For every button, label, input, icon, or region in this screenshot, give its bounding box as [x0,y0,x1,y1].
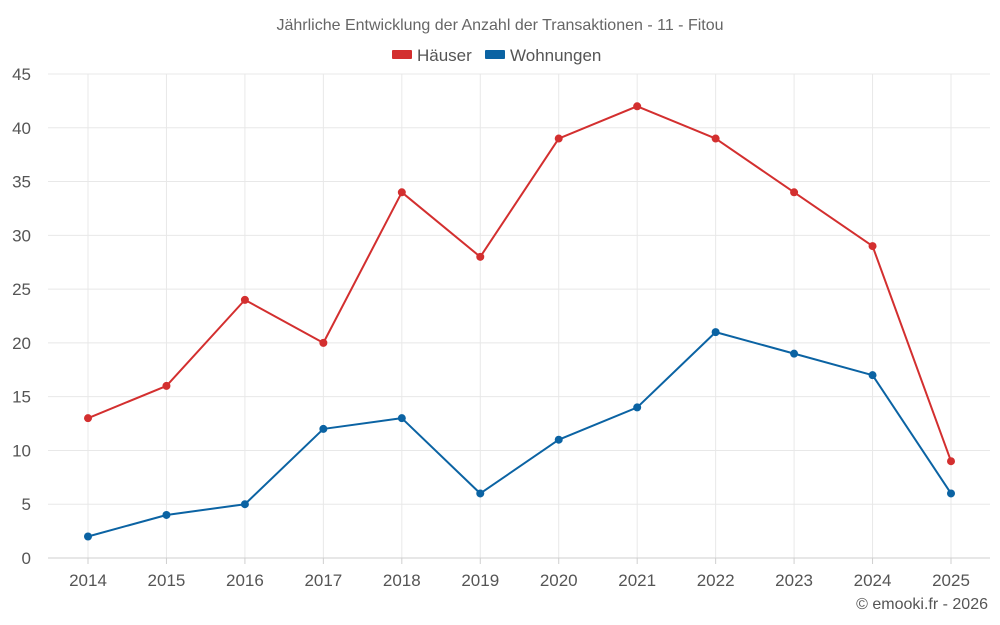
y-tick-label: 40 [12,119,31,138]
series-0-point[interactable] [711,134,720,143]
y-tick-label: 25 [12,280,31,299]
y-tick-label: 35 [12,173,31,192]
series-1-point[interactable] [162,510,171,519]
x-tick-label: 2025 [932,571,970,590]
series-1-point[interactable] [633,403,642,412]
series-0-point[interactable] [476,252,485,261]
series-0-point[interactable] [319,338,328,347]
y-tick-label: 0 [22,549,31,568]
y-tick-label: 45 [12,65,31,84]
x-tick-label: 2015 [148,571,186,590]
series-0-point[interactable] [397,188,406,197]
series-layer [84,102,955,541]
series-1-point[interactable] [554,435,563,444]
x-tick-label: 2020 [540,571,578,590]
series-1-point[interactable] [868,371,877,380]
chart-title: Jährliche Entwicklung der Anzahl der Tra… [276,17,723,34]
series-0-point[interactable] [84,414,92,423]
series-1-point[interactable] [240,500,249,509]
y-tick-label: 10 [12,441,31,460]
series-1-point[interactable] [84,532,92,541]
series-0-point[interactable] [633,102,642,111]
x-tick-label: 2018 [383,571,421,590]
y-tick-label: 5 [22,495,31,514]
series-0-point[interactable] [162,381,171,390]
legend-swatch-0 [392,50,412,59]
x-tick-label: 2022 [697,571,735,590]
y-tick-label: 30 [12,226,31,245]
series-1-point[interactable] [397,414,406,423]
x-tick-label: 2017 [304,571,342,590]
legend[interactable]: Häuser Wohnungen [392,46,601,65]
y-tick-label: 20 [12,334,31,353]
series-1-point[interactable] [790,349,799,358]
legend-label-0: Häuser [417,46,472,65]
series-0-point[interactable] [554,134,563,143]
series-0-point[interactable] [240,295,249,304]
x-tick-label: 2024 [854,571,892,590]
series-line-0 [87,105,952,463]
y-tick-label: 15 [12,388,31,407]
series-0-point[interactable] [868,242,877,251]
grid-layer [48,73,990,559]
series-1-point[interactable] [476,489,485,498]
credit-text: © emooki.fr - 2026 [856,596,988,613]
x-tick-label: 2023 [775,571,813,590]
series-1-point[interactable] [947,489,955,498]
series-1-point[interactable] [319,424,328,433]
x-tick-label: 2016 [226,571,264,590]
x-tick-label: 2021 [618,571,656,590]
legend-label-1: Wohnungen [510,46,601,65]
series-line-1 [87,331,952,538]
x-tick-label: 2014 [69,571,107,590]
legend-item-haeuser[interactable]: Häuser [392,46,472,65]
series-0-point[interactable] [790,188,799,197]
series-0-point[interactable] [947,457,955,466]
series-1-point[interactable] [711,328,720,337]
legend-swatch-1 [485,50,505,59]
legend-item-wohnungen[interactable]: Wohnungen [485,46,601,65]
x-tick-label: 2019 [461,571,499,590]
